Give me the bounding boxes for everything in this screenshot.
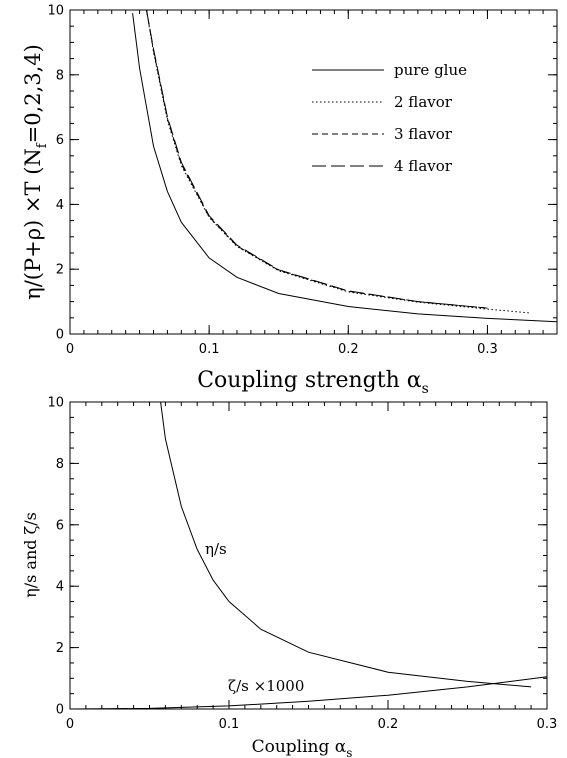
annotation-zeta-over-s: ζ/s ×1000 <box>228 677 304 695</box>
top-ticks: 0 0.1 0.2 0.3 0 2 4 6 8 10 <box>47 4 558 357</box>
top-series-pure-glue <box>132 13 558 323</box>
top-y-tick-label: 10 <box>47 4 64 19</box>
top-x-axis-label: Coupling strength αs <box>197 368 429 397</box>
bottom-x-tick-label: 0.1 <box>219 717 240 732</box>
top-series <box>132 9 558 323</box>
bottom-plot-frame <box>69 401 548 710</box>
top-series-2-flavor <box>146 9 530 314</box>
bottom-series-curve-1 <box>69 676 548 710</box>
legend-label-2-flavor: 2 flavor <box>394 93 453 111</box>
top-y-tick-label: 4 <box>56 198 64 213</box>
top-plot-frame <box>69 9 558 335</box>
top-legend: pure glue 2 flavor 3 flavor 4 flavor <box>312 61 467 175</box>
bottom-y-tick-label: 4 <box>56 580 64 595</box>
top-series-3-flavor <box>146 9 488 309</box>
bottom-y-tick-label: 6 <box>56 518 64 533</box>
annotation-eta-over-s: η/s <box>205 540 227 558</box>
bottom-panel: 0 0.1 0.2 0.3 0 2 4 6 8 10 η/s ζ/s ×1000 Coupling… <box>21 396 557 758</box>
bottom-x-axis-label-sub: s <box>346 746 352 758</box>
top-x-tick-label: 0.2 <box>338 342 359 357</box>
bottom-y-tick-label: 8 <box>56 457 64 472</box>
top-x-tick-label: 0 <box>66 342 74 357</box>
top-x-tick-label: 0.1 <box>199 342 220 357</box>
bottom-x-axis-label-main: Coupling α <box>252 737 347 757</box>
top-y-tick-label: 6 <box>56 133 64 148</box>
bottom-series-curve-0 <box>160 401 532 688</box>
top-x-tick-label: 0.3 <box>477 342 498 357</box>
legend-label-3-flavor: 3 flavor <box>394 125 453 143</box>
bottom-ticks: 0 0.1 0.2 0.3 0 2 4 6 8 10 <box>47 396 557 733</box>
top-y-tick-label: 2 <box>56 263 64 278</box>
top-x-axis-label-sub: s <box>422 381 429 397</box>
bottom-x-tick-label: 0 <box>66 717 74 732</box>
bottom-x-tick-label: 0.3 <box>537 717 558 732</box>
legend-label-4-flavor: 4 flavor <box>394 157 453 175</box>
top-y-tick-label: 0 <box>56 328 64 343</box>
bottom-y-tick-label: 0 <box>56 703 64 718</box>
top-y-axis-label-sub: f <box>35 142 50 148</box>
top-y-axis-label-post: =0,2,3,4) <box>21 44 45 143</box>
bottom-y-axis-label: η/s and ζ/s <box>21 512 40 598</box>
bottom-y-tick-label: 2 <box>56 641 64 656</box>
top-y-axis-label: η/(P+ρ) ×T (Nf=0,2,3,4) <box>21 44 50 300</box>
legend-label-pure-glue: pure glue <box>394 61 467 79</box>
top-panel: 0 0.1 0.2 0.3 0 2 4 6 8 10 pure glue 2 flavor 3 f… <box>21 4 558 397</box>
top-series-4-flavor <box>146 9 488 309</box>
bottom-y-tick-label: 10 <box>47 396 64 411</box>
bottom-x-axis-label: Coupling αs <box>252 737 353 758</box>
bottom-x-tick-label: 0.2 <box>378 717 399 732</box>
top-y-tick-label: 8 <box>56 68 64 83</box>
top-x-axis-label-main: Coupling strength α <box>197 368 422 393</box>
top-y-axis-label-pre: η/(P+ρ) ×T (N <box>21 148 45 300</box>
bottom-series <box>69 401 548 710</box>
